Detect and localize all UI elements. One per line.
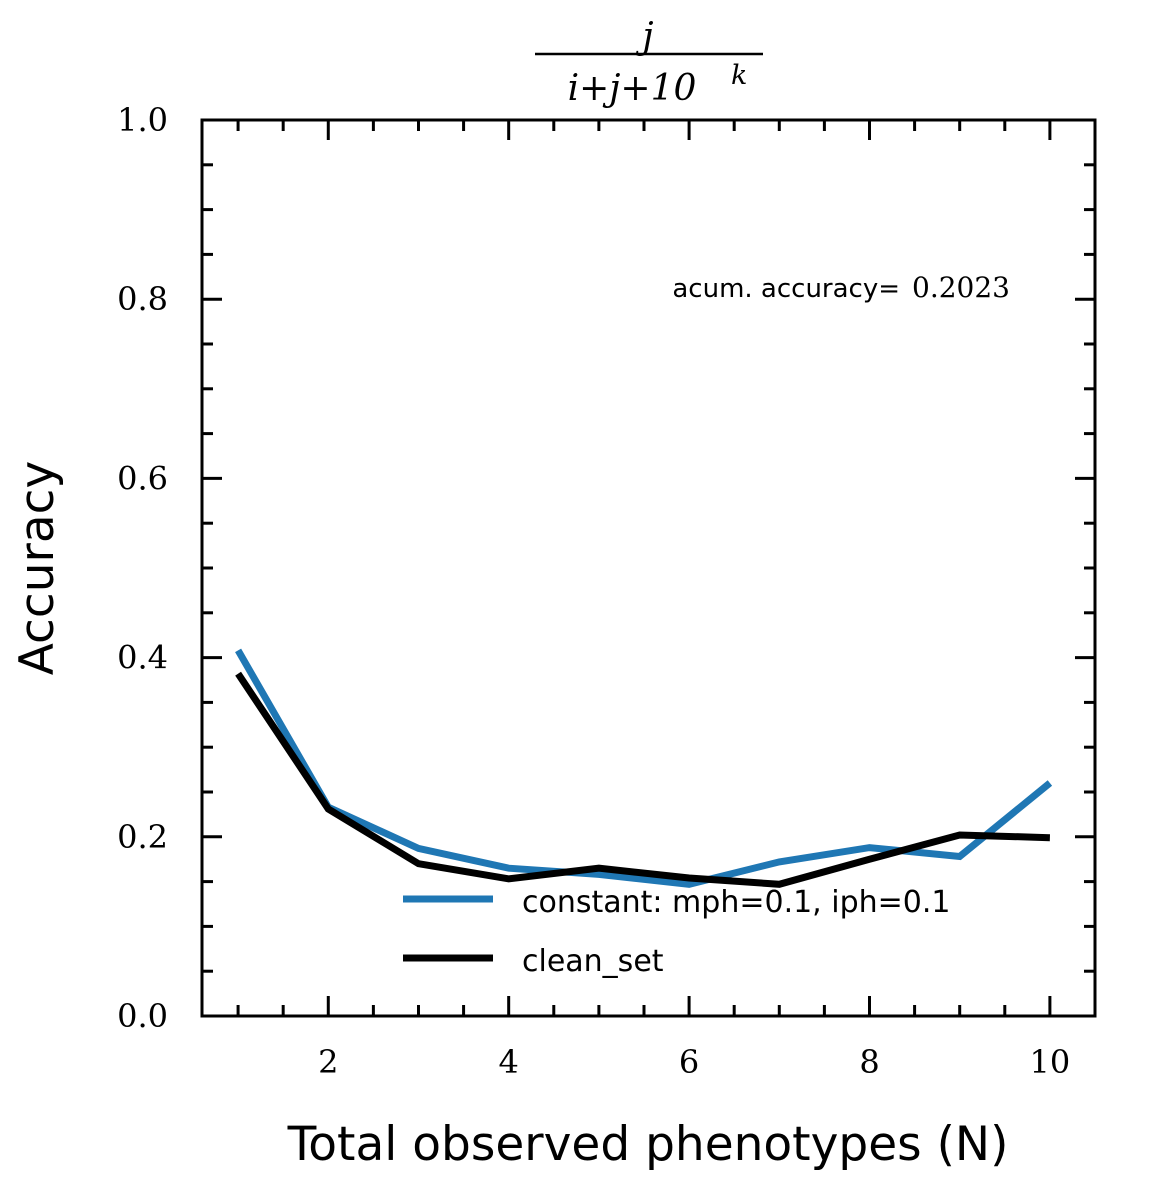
- y-axis-label: Accuracy: [10, 461, 65, 676]
- x-tick-label: 10: [1030, 1043, 1071, 1081]
- title-numerator: j: [635, 16, 653, 57]
- x-tick-label: 4: [499, 1043, 519, 1081]
- plot-frame: [200, 118, 1097, 1018]
- legend-label-constant: constant: mph=0.1, iph=0.1: [522, 885, 951, 920]
- x-tick-label: 6: [679, 1043, 699, 1081]
- x-axis-label: Total observed phenotypes (N): [287, 1117, 1009, 1172]
- y-tick-label: 0.2: [117, 818, 168, 856]
- axis-tick-labels: 2 4 6 8 10 0.0 0.2 0.4 0.6 0.8 1.0: [117, 101, 1070, 1081]
- accuracy-annotation: acum. accuracy= 0.2023: [672, 271, 1010, 304]
- y-tick-label: 0.4: [117, 639, 168, 677]
- y-tick-label: 0.6: [117, 459, 168, 497]
- annotation-label: acum. accuracy=: [672, 274, 900, 304]
- y-tick-label: 0.0: [117, 997, 168, 1035]
- x-tick-label: 2: [318, 1043, 338, 1081]
- x-tick-label: 8: [859, 1043, 879, 1081]
- legend-label-clean-set: clean_set: [522, 944, 664, 979]
- series-lines: [235, 648, 1053, 888]
- title-denominator: i+j+10: [568, 68, 697, 109]
- chart-title: j i+j+10 k: [535, 16, 763, 109]
- annotation-value: 0.2023: [912, 271, 1010, 304]
- y-tick-label: 0.8: [117, 280, 168, 318]
- series-line-clean-set: [235, 671, 1051, 888]
- series-line-constant: [235, 648, 1053, 888]
- y-tick-label: 1.0: [117, 101, 168, 139]
- legend: constant: mph=0.1, iph=0.1 clean_set: [403, 885, 951, 979]
- axis-ticks: [202, 118, 1095, 1018]
- title-exponent: k: [731, 60, 747, 91]
